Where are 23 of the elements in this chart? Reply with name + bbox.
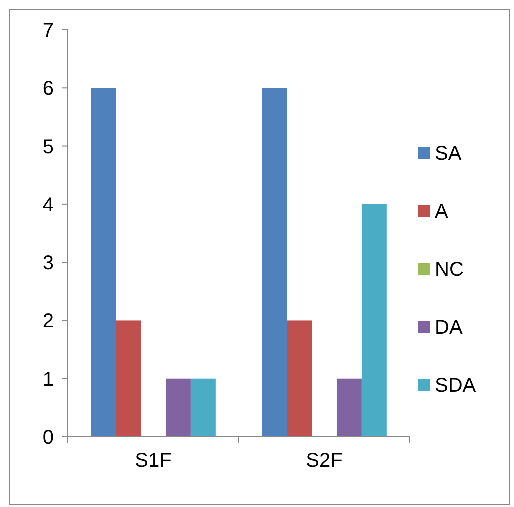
y-tick-label: 6 bbox=[42, 78, 54, 100]
bar bbox=[166, 378, 191, 437]
y-tick-label: 2 bbox=[42, 310, 54, 333]
legend-label: DA bbox=[435, 317, 464, 339]
y-tick-label: 4 bbox=[42, 194, 54, 216]
legend-label: NC bbox=[435, 259, 464, 281]
y-tick-label: 5 bbox=[42, 136, 54, 158]
bar bbox=[262, 88, 288, 437]
y-tick-label: 7 bbox=[42, 20, 54, 42]
y-tick-label: 0 bbox=[42, 427, 54, 449]
legend-label: SA bbox=[435, 143, 462, 165]
bar bbox=[190, 378, 216, 437]
bar bbox=[336, 378, 362, 437]
y-tick-label: 3 bbox=[42, 252, 54, 275]
bar bbox=[91, 88, 116, 437]
legend-label: SDA bbox=[435, 375, 477, 397]
x-tick-label: S1F bbox=[135, 450, 172, 472]
bar bbox=[116, 320, 142, 437]
bar bbox=[287, 320, 312, 437]
legend-label: A bbox=[435, 201, 449, 223]
x-tick-label: S2F bbox=[306, 450, 343, 472]
bar bbox=[362, 204, 387, 437]
y-tick-label: 1 bbox=[42, 368, 54, 391]
